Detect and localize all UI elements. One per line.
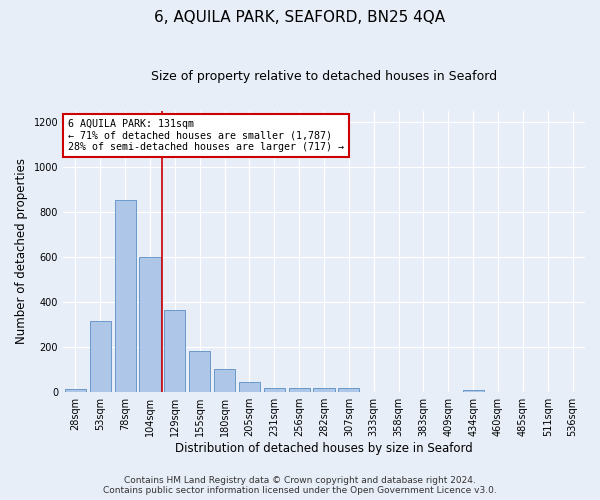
- Text: 6 AQUILA PARK: 131sqm
← 71% of detached houses are smaller (1,787)
28% of semi-d: 6 AQUILA PARK: 131sqm ← 71% of detached …: [68, 119, 344, 152]
- Bar: [164, 310, 185, 392]
- Title: Size of property relative to detached houses in Seaford: Size of property relative to detached ho…: [151, 70, 497, 83]
- Bar: [338, 388, 359, 392]
- Text: Contains HM Land Registry data © Crown copyright and database right 2024.
Contai: Contains HM Land Registry data © Crown c…: [103, 476, 497, 495]
- Bar: [139, 257, 161, 392]
- Bar: [264, 388, 285, 392]
- Bar: [239, 382, 260, 392]
- Bar: [65, 389, 86, 392]
- Bar: [189, 350, 211, 392]
- Bar: [214, 368, 235, 392]
- Bar: [313, 388, 335, 392]
- X-axis label: Distribution of detached houses by size in Seaford: Distribution of detached houses by size …: [175, 442, 473, 455]
- Y-axis label: Number of detached properties: Number of detached properties: [15, 158, 28, 344]
- Bar: [463, 390, 484, 392]
- Bar: [115, 200, 136, 392]
- Bar: [289, 388, 310, 392]
- Text: 6, AQUILA PARK, SEAFORD, BN25 4QA: 6, AQUILA PARK, SEAFORD, BN25 4QA: [154, 10, 446, 25]
- Bar: [90, 321, 111, 392]
